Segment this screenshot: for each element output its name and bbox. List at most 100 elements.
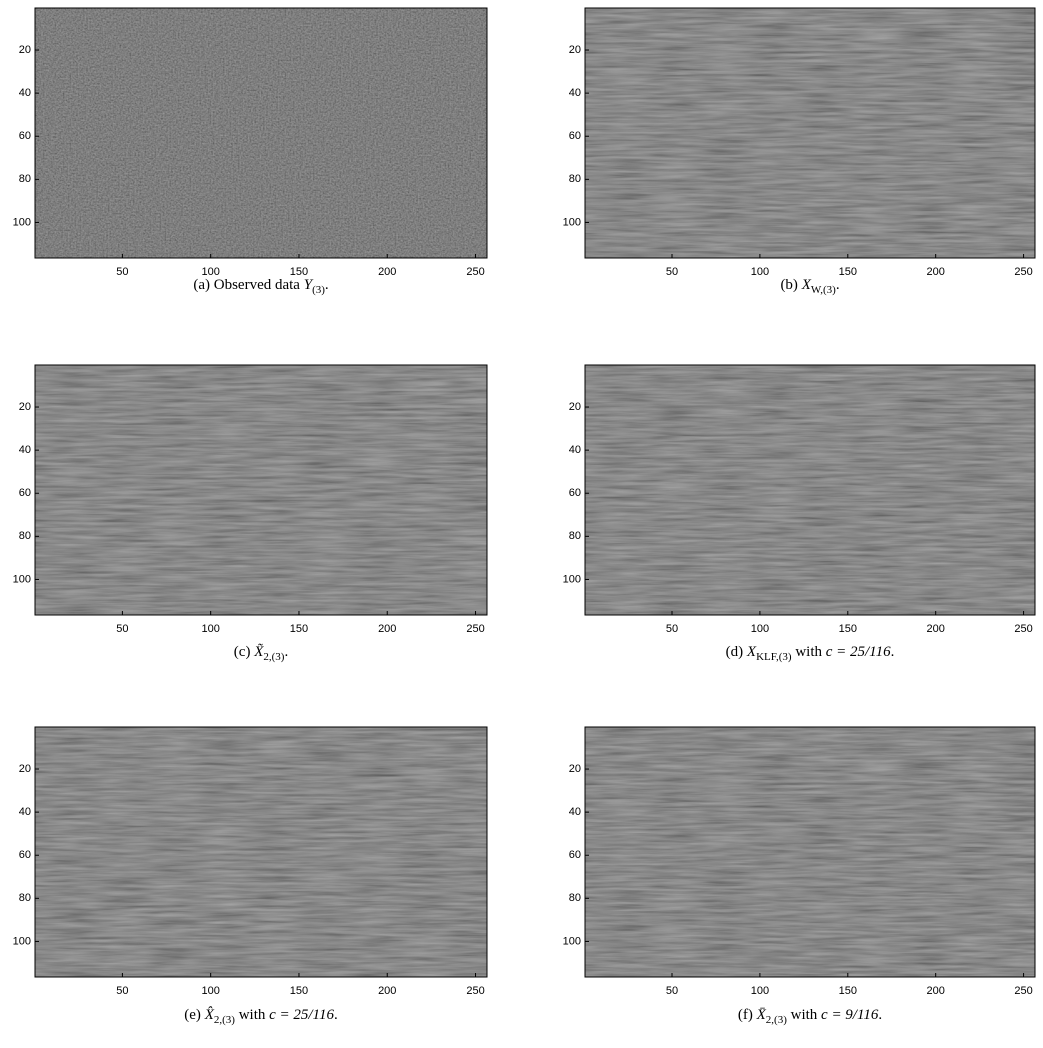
y-tick-label: 40 bbox=[19, 444, 31, 456]
x-tick-label: 200 bbox=[927, 266, 945, 278]
x-tick-label: 150 bbox=[290, 623, 308, 635]
caption-part: . bbox=[284, 644, 288, 660]
y-tick-label: 60 bbox=[569, 487, 581, 499]
x-tick-label: 250 bbox=[466, 266, 484, 278]
x-tick-label: 200 bbox=[927, 623, 945, 635]
caption-part: 2,(3) bbox=[766, 1014, 787, 1026]
caption-part: with bbox=[235, 1007, 269, 1023]
image-texture bbox=[35, 727, 487, 977]
caption-part: c = 25/116 bbox=[269, 1007, 334, 1023]
x-tick-label: 50 bbox=[116, 266, 128, 278]
image-texture bbox=[35, 365, 487, 615]
x-tick-label: 100 bbox=[202, 266, 220, 278]
caption-part: with bbox=[787, 1007, 821, 1023]
caption-part: (3) bbox=[312, 284, 325, 296]
caption-part: (c) bbox=[234, 644, 254, 660]
caption-part: . bbox=[334, 1007, 338, 1023]
y-tick-label: 60 bbox=[569, 849, 581, 861]
y-tick-label: 80 bbox=[569, 892, 581, 904]
caption: (a) Observed data Y(3). bbox=[193, 277, 328, 295]
x-tick-label: 150 bbox=[839, 623, 857, 635]
caption-part: with bbox=[792, 644, 826, 660]
caption: (c) X̃2,(3). bbox=[234, 644, 288, 662]
caption: (b) XW,(3). bbox=[780, 277, 839, 295]
x-tick-label: 200 bbox=[378, 266, 396, 278]
y-tick-label: 60 bbox=[19, 849, 31, 861]
caption-part: . bbox=[878, 1007, 882, 1023]
y-tick-label: 80 bbox=[569, 530, 581, 542]
image-texture bbox=[585, 8, 1035, 258]
y-tick-label: 80 bbox=[19, 892, 31, 904]
panel: 50 100 150 200 250 20 40 60 80 100 (c) X̃2,(3). bbox=[13, 365, 487, 663]
caption-part: c = 9/116 bbox=[821, 1007, 879, 1023]
caption: (e) X̂2,(3) with c = 25/116. bbox=[184, 1007, 337, 1025]
caption-part: (b) bbox=[780, 277, 801, 293]
caption-part: . bbox=[891, 644, 895, 660]
x-tick-label: 50 bbox=[666, 266, 678, 278]
x-tick-label: 200 bbox=[927, 985, 945, 997]
x-tick-label: 100 bbox=[202, 623, 220, 635]
y-tick-label: 40 bbox=[569, 87, 581, 99]
y-tick-label: 100 bbox=[563, 935, 581, 947]
x-tick-label: 150 bbox=[839, 266, 857, 278]
y-tick-label: 100 bbox=[13, 935, 31, 947]
x-tick-label: 250 bbox=[1014, 623, 1032, 635]
x-tick-label: 150 bbox=[290, 985, 308, 997]
y-tick-label: 100 bbox=[563, 573, 581, 585]
x-tick-label: 50 bbox=[116, 985, 128, 997]
x-tick-label: 100 bbox=[751, 985, 769, 997]
x-tick-label: 250 bbox=[466, 985, 484, 997]
y-tick-label: 80 bbox=[569, 173, 581, 185]
x-tick-label: 250 bbox=[1014, 985, 1032, 997]
caption-part: W,(3) bbox=[811, 284, 836, 296]
caption: (f) X̄2,(3) with c = 9/116. bbox=[738, 1007, 882, 1025]
caption-part: 2,(3) bbox=[214, 1014, 235, 1026]
image-texture bbox=[35, 8, 487, 258]
image-texture bbox=[585, 727, 1035, 977]
caption-part: (d) bbox=[726, 644, 747, 660]
caption-part: (a) Observed data bbox=[193, 277, 303, 293]
caption-part: (f) bbox=[738, 1007, 757, 1023]
y-tick-label: 20 bbox=[19, 401, 31, 413]
y-tick-label: 20 bbox=[569, 44, 581, 56]
y-tick-label: 60 bbox=[19, 487, 31, 499]
x-tick-label: 50 bbox=[666, 985, 678, 997]
page: 5010015020025020406080100(a) Observed da… bbox=[0, 0, 1043, 1048]
y-tick-label: 20 bbox=[19, 44, 31, 56]
x-tick-label: 150 bbox=[839, 985, 857, 997]
y-tick-label: 40 bbox=[19, 806, 31, 818]
y-tick-label: 100 bbox=[13, 216, 31, 228]
y-tick-label: 60 bbox=[19, 130, 31, 142]
x-tick-label: 100 bbox=[751, 623, 769, 635]
y-tick-label: 20 bbox=[19, 763, 31, 775]
y-tick-label: 20 bbox=[569, 401, 581, 413]
y-tick-label: 40 bbox=[19, 87, 31, 99]
x-tick-label: 250 bbox=[466, 623, 484, 635]
y-tick-label: 100 bbox=[563, 216, 581, 228]
y-tick-label: 100 bbox=[13, 573, 31, 585]
caption-part: . bbox=[836, 277, 840, 293]
y-tick-label: 40 bbox=[569, 444, 581, 456]
x-tick-label: 200 bbox=[378, 623, 396, 635]
x-tick-label: 200 bbox=[378, 985, 396, 997]
caption-part: KLF,(3) bbox=[756, 651, 792, 663]
x-tick-label: 100 bbox=[751, 266, 769, 278]
x-tick-label: 250 bbox=[1014, 266, 1032, 278]
x-tick-label: 50 bbox=[116, 623, 128, 635]
caption-part: c = 25/116 bbox=[826, 644, 891, 660]
panel: 50 100 150 200 250 20 40 60 80 100 (e) X̂2,(3) wit… bbox=[13, 727, 487, 1026]
y-tick-label: 80 bbox=[19, 530, 31, 542]
figure: 5010015020025020406080100(a) Observed da… bbox=[0, 0, 1043, 1043]
y-tick-label: 60 bbox=[569, 130, 581, 142]
caption: (d) XKLF,(3) with c = 25/116. bbox=[726, 644, 895, 662]
image-texture bbox=[585, 365, 1035, 615]
x-tick-label: 100 bbox=[202, 985, 220, 997]
caption-part: . bbox=[325, 277, 329, 293]
caption-part: (e) bbox=[184, 1007, 204, 1023]
x-tick-label: 150 bbox=[290, 266, 308, 278]
y-tick-label: 40 bbox=[569, 806, 581, 818]
y-tick-label: 80 bbox=[19, 173, 31, 185]
